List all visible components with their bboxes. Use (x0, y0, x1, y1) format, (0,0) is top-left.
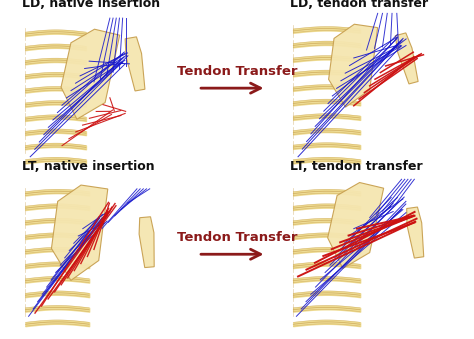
Polygon shape (61, 29, 120, 119)
Polygon shape (125, 37, 145, 91)
Text: LT, native insertion: LT, native insertion (22, 160, 155, 173)
Polygon shape (328, 24, 378, 107)
Polygon shape (139, 217, 154, 267)
Text: LD, tendon transfer: LD, tendon transfer (290, 0, 428, 10)
Text: LD, native insertion: LD, native insertion (22, 0, 160, 10)
Polygon shape (328, 182, 383, 268)
Text: Tendon Transfer: Tendon Transfer (177, 231, 297, 244)
Polygon shape (407, 207, 424, 258)
Text: LT, tendon transfer: LT, tendon transfer (290, 160, 423, 173)
Text: Tendon Transfer: Tendon Transfer (177, 65, 297, 78)
Polygon shape (52, 185, 108, 280)
Polygon shape (395, 33, 418, 84)
